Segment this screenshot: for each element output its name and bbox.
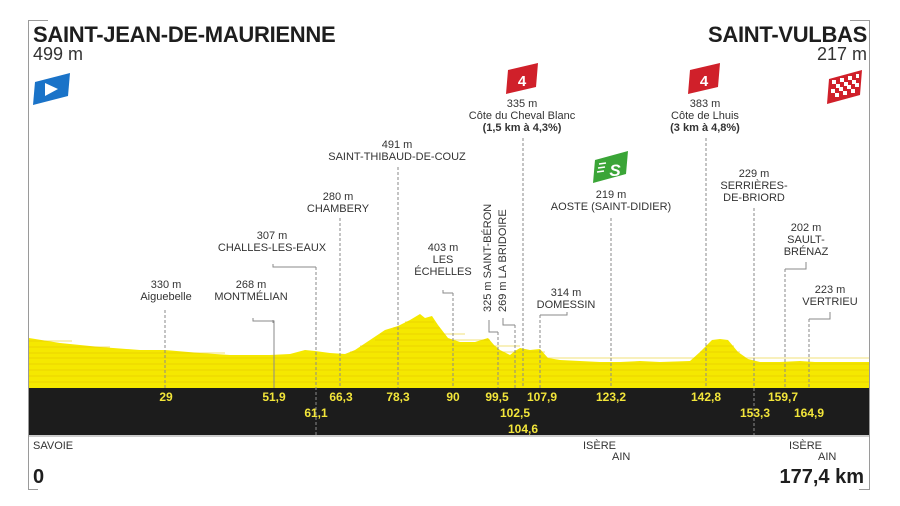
climb-altitude: 335 m: [506, 98, 538, 110]
waypoint-label: 403 m LES ÉCHELLES: [414, 242, 471, 278]
intermediate-sprint-icon: S: [593, 151, 628, 183]
waypoint-altitude: 307 m: [256, 230, 288, 242]
waypoint-label: 330 m Aiguebelle: [140, 279, 191, 303]
waypoint-label: 307 m CHALLES-LES-EAUX: [218, 230, 326, 254]
checkered-flag-icon: [827, 70, 862, 104]
frame-right-border: [869, 20, 870, 490]
start-town-name: SAINT-JEAN-DE-MAURIENNE: [33, 22, 336, 47]
waypoint-name: Aiguebelle: [140, 291, 192, 303]
km-marker: 153,3: [739, 406, 771, 420]
elevation-profile-area: [29, 314, 869, 388]
waypoint-label: 491 m SAINT-THIBAUD-DE-COUZ: [328, 139, 466, 163]
waypoint-altitude: 403 m: [427, 242, 459, 254]
climb-label: 335 m Côte du Cheval Blanc (1,5 km à 4,3…: [469, 98, 575, 134]
leader-lines: [164, 138, 831, 435]
waypoint-name: CHALLES-LES-EAUX: [217, 242, 327, 254]
finish-altitude: 217 m: [816, 44, 867, 64]
climb-name: Côte du Cheval Blanc: [468, 110, 576, 122]
distance-end: 177,4 km: [779, 466, 864, 488]
waypoint-label: 280 m CHAMBERY: [307, 191, 369, 215]
svg-text:4: 4: [700, 73, 709, 90]
waypoint-name: ÉCHELLES: [414, 266, 472, 278]
waypoint-name: SAINT-THIBAUD-DE-COUZ: [328, 151, 466, 163]
km-marker: 90: [446, 390, 460, 404]
km-marker: 66,3: [329, 390, 353, 404]
climb-detail: (1,5 km à 4,3%): [482, 122, 562, 134]
waypoint-label-vertical: 325 m SAINT-BÉRON: [482, 204, 494, 312]
sprint-altitude: 219 m: [595, 189, 627, 201]
climb-label: 383 m Côte de Lhuis (3 km à 4,8%): [670, 98, 740, 134]
waypoint-name: BRÉNAZ: [783, 246, 829, 258]
waypoint-name: SAINT-BÉRON: [482, 203, 494, 279]
waypoint-name: CHAMBERY: [306, 203, 370, 215]
waypoint-altitude: 280 m: [322, 191, 354, 203]
waypoint-name: SAULT-: [787, 234, 825, 246]
waypoint-altitude: 202 m: [790, 222, 822, 234]
waypoint-altitude: 314 m: [550, 287, 582, 299]
waypoint-label-vertical: 269 m LA BRIDOIRE: [497, 209, 509, 312]
waypoint-label: 268 m MONTMÉLIAN: [214, 279, 287, 303]
climb-category-4-icon: 4: [506, 63, 538, 94]
frame-corner: [28, 20, 48, 21]
waypoint-name: VERTRIEU: [802, 296, 858, 308]
waypoint-altitude: 491 m: [381, 139, 413, 151]
frame-corner: [850, 20, 870, 21]
start-flag-icon: [33, 73, 70, 105]
km-marker: 142,8: [690, 390, 722, 404]
frame-left-border: [28, 20, 29, 490]
waypoint-altitude: 330 m: [150, 279, 182, 291]
climb-category-4-icon: 4: [688, 63, 720, 94]
sprint-name: AOSTE (SAINT-DIDIER): [550, 201, 672, 213]
waypoint-label: 223 m VERTRIEU: [802, 284, 857, 308]
distance-start: 0: [33, 466, 45, 488]
region-label: AIN: [612, 451, 631, 463]
climb-name: Côte de Lhuis: [671, 110, 739, 122]
svg-text:4: 4: [518, 73, 527, 90]
region-label: AIN: [818, 451, 837, 463]
km-marker: 29: [159, 390, 173, 404]
waypoint-altitude: 269 m: [497, 281, 509, 312]
waypoint-altitude: 229 m: [738, 168, 770, 180]
waypoint-altitude: 268 m: [235, 279, 267, 291]
km-marker: 164,9: [793, 406, 825, 420]
waypoint-name: LA BRIDOIRE: [497, 209, 509, 279]
region-label: ISÈRE: [789, 440, 823, 452]
waypoint-name: MONTMÉLIAN: [214, 291, 288, 303]
sprint-label: 219 m AOSTE (SAINT-DIDIER): [551, 189, 671, 213]
waypoint-name: DE-BRIORD: [723, 192, 785, 204]
km-marker: 99,5: [485, 390, 509, 404]
finish-town-name: SAINT-VULBAS: [708, 22, 867, 47]
waypoint-name: SERRIÈRES-: [720, 180, 788, 192]
waypoint-label: 229 m SERRIÈRES- DE-BRIORD: [720, 168, 787, 204]
km-marker: 107,9: [526, 390, 558, 404]
km-marker: 78,3: [386, 390, 410, 404]
km-marker: 51,9: [262, 390, 286, 404]
frame-corner: [859, 489, 869, 490]
svg-text:S: S: [609, 161, 621, 180]
start-altitude: 499 m: [33, 44, 84, 64]
waypoint-altitude: 223 m: [814, 284, 846, 296]
waypoint-label: 202 m SAULT- BRÉNAZ: [784, 222, 829, 258]
waypoint-name: LES: [432, 254, 454, 266]
km-band: [29, 388, 869, 435]
region-label: ISÈRE: [583, 440, 617, 452]
km-marker: 123,2: [595, 390, 627, 404]
waypoint-label: 314 m DOMESSIN: [537, 287, 596, 311]
km-marker: 102,5: [499, 406, 531, 420]
waypoint-name: DOMESSIN: [536, 299, 596, 311]
climb-detail: (3 km à 4,8%): [670, 122, 740, 134]
frame-corner: [28, 489, 38, 490]
profile-grid: [29, 321, 869, 383]
waypoint-altitude: 325 m: [482, 281, 494, 312]
region-label: SAVOIE: [33, 440, 74, 452]
km-marker: 61,1: [304, 406, 328, 420]
climb-altitude: 383 m: [689, 98, 721, 110]
km-marker: 159,7: [767, 390, 799, 404]
km-marker: 104,6: [507, 422, 539, 436]
